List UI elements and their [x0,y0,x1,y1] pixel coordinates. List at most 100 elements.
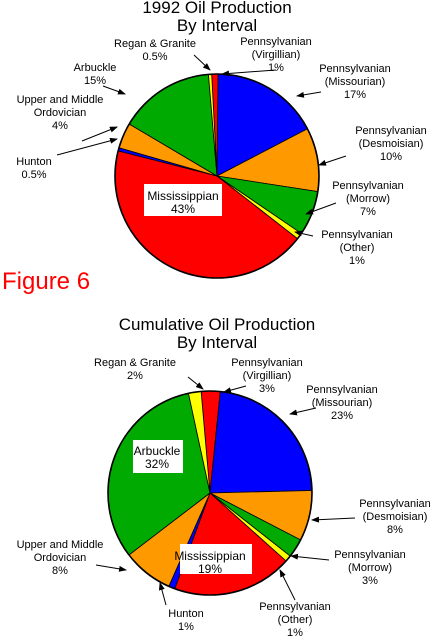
slice-label-text: Ordovician [34,552,87,564]
slice-label-text: Arbuckle [134,444,181,458]
slice-label-text: (Missourian) [325,76,386,88]
chart-subtitle: By Interval [177,333,257,352]
slice-label-text: (Desmoisian) [359,138,424,150]
slice-label-text: Pennsylvanian [240,36,312,48]
slice-label-text: Pennsylvanian [334,549,406,561]
slice-label-text: Regan & Granite [114,38,196,50]
pie-slice-pennsylvanian-missourian [209,391,313,494]
slice-label-text: Pennsylvanian [306,384,378,396]
slice-label-text: 1% [349,255,365,267]
slice-label-pennsylvanian-morrow: Pennsylvanian(Morrow)3% [290,549,406,587]
leader-arrow [305,202,337,215]
leader-arrow [81,126,118,142]
slice-label-text: (Desmoisian) [363,511,428,523]
slice-label-text: 8% [387,524,403,536]
slice-label-text: Arbuckle [74,62,117,74]
slice-label-text: Regan & Granite [94,357,176,369]
slice-label-text: Pennsylvanian [355,125,427,137]
pie-slices [107,390,313,596]
slice-label-pennsylvanian-other: Pennsylvanian(Other)1% [259,569,331,639]
slice-label-text: Mississippian [174,549,245,563]
slice-label-text: 32% [145,457,169,471]
leader-arrow [294,230,314,237]
slice-label-text: (Morrow) [346,193,390,205]
chart-title: Cumulative Oil Production [119,315,316,334]
slice-label-text: Hunton [16,156,51,168]
leader-arrow [289,407,317,416]
slice-label-text: 0.5% [142,51,167,63]
pie-slices [114,73,320,279]
slice-label-text: (Other) [340,242,375,254]
slice-label-pennsylvanian-missourian: Pennsylvanian(Missourian)23% [289,384,378,422]
slice-label-text: 7% [360,206,376,218]
leader-arrow [193,54,211,71]
slice-label-text: Pennsylvanian [321,229,393,241]
leader-arrow [296,91,322,98]
figure-label: Figure 6 [2,268,91,295]
slice-label-text: Upper and Middle [17,94,104,106]
slice-label-text: 8% [52,565,68,577]
leader-arrow [221,69,277,77]
pie-outline [114,73,320,279]
slice-label-text: Upper and Middle [17,539,104,551]
slice-label-text: 3% [362,575,378,587]
slice-label-text: Ordovician [34,107,87,119]
leader-arrow [290,553,330,561]
slice-label-text: 19% [198,562,222,576]
leader-arrow [187,376,204,390]
slice-label-text: (Morrow) [348,562,392,574]
slice-label-pennsylvanian-desmoisian: Pennsylvanian(Desmoisian)8% [311,498,431,536]
slice-label-pennsylvanian-virgillian: Pennsylvanian(Virgillian)1% [221,36,312,77]
slice-label-pennsylvanian-missourian: Pennsylvanian(Missourian)17% [296,63,391,101]
slice-label-text: (Virgillian) [252,49,301,61]
leader-arrow [279,569,296,601]
leader-arrow [158,582,167,606]
slice-label-pennsylvanian-desmoisian: Pennsylvanian(Desmoisian)10% [318,125,427,166]
slice-label-text: Pennsylvanian [359,498,431,510]
chart-title: 1992 Oil Production [142,0,291,17]
slice-label-text: Pennsylvanian [319,63,391,75]
slice-label-text: 4% [52,120,68,132]
slice-label-text: 23% [331,410,353,422]
slice-label-text: (Other) [278,614,313,626]
slice-label-text: Pennsylvanian [231,357,303,369]
slice-label-pennsylvanian-other: Pennsylvanian(Other)1% [294,229,393,267]
leader-arrow [56,137,118,156]
chart-subtitle: By Interval [177,16,257,35]
slice-label-box [144,184,222,216]
slice-label-text: Pennsylvanian [259,601,331,613]
slice-label-text: (Virgillian) [243,370,292,382]
slice-label-text: Pennsylvanian [332,180,404,192]
slice-label-pennsylvanian-morrow: Pennsylvanian(Morrow)7% [305,180,404,218]
slice-label-text: 2% [127,370,143,382]
leader-arrow [223,385,247,394]
leader-arrow [318,155,347,166]
slice-label-text: 10% [380,151,402,163]
leader-arrow [95,564,127,572]
leader-arrow [311,516,356,523]
slice-label-text: (Missourian) [312,397,373,409]
slice-label-text: 0.5% [21,169,46,181]
leader-arrow [102,85,126,95]
slice-label-pennsylvanian-virgillian: Pennsylvanian(Virgillian)3% [223,357,303,395]
slice-label-text: 3% [259,383,275,395]
slice-label-box [133,440,183,473]
slice-label-text: Mississippian [147,189,218,203]
slice-label-box [180,544,252,574]
slice-label-text: 15% [84,75,106,87]
slice-label-text: 1% [287,627,303,639]
slice-label-text: Hunton [168,608,203,620]
